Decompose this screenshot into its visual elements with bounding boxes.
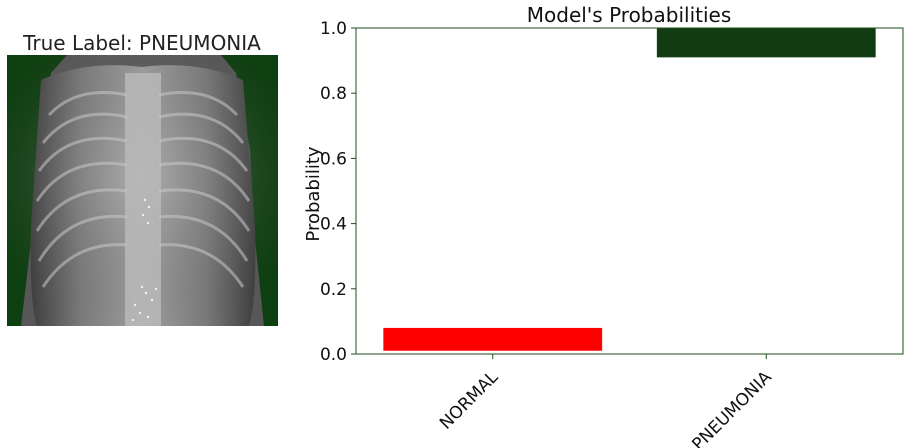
y-tick-label: 0.4 [320,215,347,235]
y-tick-label: 0.0 [320,345,347,365]
bar-normal [383,327,603,351]
y-tick-label: 0.6 [320,149,347,169]
x-axis-ticks: NORMAL PNEUMONIA [436,354,776,448]
y-tick-label: 0.2 [320,280,347,300]
image-title: True Label: PNEUMONIA [23,31,261,55]
y-tick-label: 0.8 [320,84,347,104]
bar-pneumonia [656,28,876,58]
chart-title: Model's Probabilities [527,3,732,27]
y-tick-label: 1.0 [320,19,347,39]
y-axis-ticks: 0.0 0.2 0.4 0.6 0.8 1.0 [320,19,356,365]
chest-xray-image [7,55,278,326]
x-tick-label-pneumonia: PNEUMONIA [688,367,776,448]
x-tick-label-normal: NORMAL [436,367,503,434]
plot-area-frame [355,27,904,355]
bars [383,28,876,351]
y-axis-label: Probability [303,146,324,241]
